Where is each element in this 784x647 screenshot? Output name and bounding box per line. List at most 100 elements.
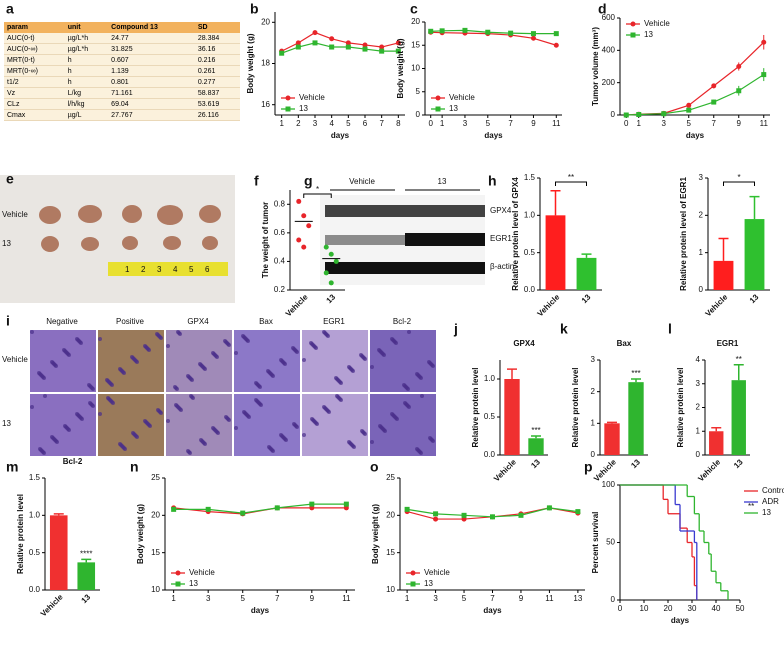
x-tick-label: 3	[313, 119, 318, 128]
marker	[345, 40, 351, 46]
marker	[379, 48, 385, 54]
x-tick-label: 11	[342, 594, 351, 603]
cell-dot	[118, 442, 122, 446]
dot	[323, 270, 329, 276]
dot	[328, 280, 334, 286]
histology-tile	[370, 330, 436, 392]
cell-dot	[377, 348, 381, 352]
ruler-number: 3	[157, 265, 162, 274]
x-tick-label: 13	[79, 592, 92, 605]
panel-label: n	[130, 459, 139, 475]
table-cell: CLz	[4, 98, 65, 110]
cell-dot	[347, 365, 351, 369]
band-label: β-actin	[490, 262, 514, 271]
cell-dot	[176, 330, 180, 334]
legend-label: Vehicle	[424, 568, 450, 577]
error-bar	[81, 558, 92, 563]
marker	[461, 512, 467, 518]
table-cell: 71.161	[108, 87, 195, 99]
marker	[711, 83, 717, 89]
group-label: Vehicle	[349, 177, 375, 186]
cell-dot	[403, 401, 407, 405]
cell-dot	[267, 445, 271, 449]
cell-dot	[407, 330, 411, 334]
y-tick-label: 50	[606, 538, 615, 547]
line	[626, 74, 765, 116]
table-cell: 26.116	[194, 109, 240, 121]
x-tick-label: 5	[241, 594, 246, 603]
cell-dot	[347, 440, 351, 444]
band-label: GPX4	[490, 206, 512, 215]
marker	[171, 506, 177, 512]
y-tick-label: 25	[151, 473, 160, 482]
x-tick-label: 13	[573, 594, 582, 603]
y-tick-label: 20	[411, 17, 420, 26]
cell-dot	[291, 346, 295, 350]
y-tick-label: 0.0	[524, 285, 536, 294]
x-axis-label: days	[686, 131, 705, 140]
error-bar	[531, 435, 541, 439]
y-tick-label: 4	[696, 355, 701, 364]
x-axis-label: days	[671, 616, 690, 625]
legend-label: Vehicle	[644, 19, 670, 28]
marker	[736, 64, 742, 69]
cell-dot	[143, 344, 147, 348]
y-tick-label: 10	[151, 585, 160, 594]
cell-dot	[43, 394, 47, 398]
band	[325, 205, 485, 217]
row-label: 13	[2, 239, 11, 248]
cell-dot	[30, 330, 34, 334]
dot	[328, 251, 334, 257]
panel-label: i	[6, 313, 10, 329]
cell-dot	[131, 431, 135, 435]
table-cell: Cmax	[4, 109, 65, 121]
legend-marker	[410, 570, 416, 576]
legend-label: Vehicle	[299, 93, 325, 102]
x-tick-label: 13	[748, 292, 761, 305]
cell-dot	[189, 394, 193, 398]
marker	[274, 505, 280, 511]
cell-dot	[390, 337, 394, 341]
panel-label: j	[453, 321, 458, 337]
x-tick-label: 9	[531, 119, 536, 128]
y-tick-label: 0.5	[524, 248, 536, 257]
cell-dot	[234, 351, 238, 355]
legend-label: Vehicle	[189, 568, 215, 577]
table-row: MRT(0-∞) h 1.139 0.261	[4, 65, 240, 77]
y-tick-label: 10	[411, 64, 420, 73]
y-tick-label: 20	[386, 510, 395, 519]
x-tick-label: 5	[687, 119, 692, 128]
x-tick-label: Vehicle	[284, 292, 310, 318]
x-tick-label: 50	[736, 604, 745, 613]
table-cell: h	[64, 65, 109, 77]
y-axis-label: Body weight (g)	[246, 33, 255, 93]
cell-dot	[62, 348, 66, 352]
table-row: Cmax µg/L 27.767 26.116	[4, 109, 240, 121]
bar	[545, 215, 566, 290]
row-label: Vehicle	[2, 210, 28, 219]
x-tick-label: 6	[363, 119, 368, 128]
x-tick-label: 0	[624, 119, 629, 128]
x-tick-label: 7	[508, 119, 513, 128]
dot	[296, 237, 302, 243]
legend-marker	[630, 21, 636, 27]
marker	[404, 506, 410, 512]
y-tick-label: 15	[151, 548, 160, 557]
error-bar	[711, 426, 722, 432]
marker	[395, 48, 401, 54]
marker	[362, 46, 368, 52]
table-cell: 27.767	[108, 109, 195, 121]
y-tick-label: 0	[696, 450, 701, 459]
marker	[312, 30, 318, 36]
cell-dot	[360, 429, 364, 433]
column-label: EGR1	[323, 317, 345, 326]
cell-dot	[292, 422, 296, 426]
panel-label: p	[584, 459, 593, 475]
y-axis-label: Percent survival	[591, 512, 600, 574]
y-tick-label: 25	[386, 473, 395, 482]
cell-dot	[106, 396, 110, 400]
x-tick-label: 13	[580, 292, 593, 305]
x-tick-label: 5	[486, 119, 491, 128]
panel-label: o	[370, 459, 379, 475]
legend-label: Control	[762, 486, 784, 495]
